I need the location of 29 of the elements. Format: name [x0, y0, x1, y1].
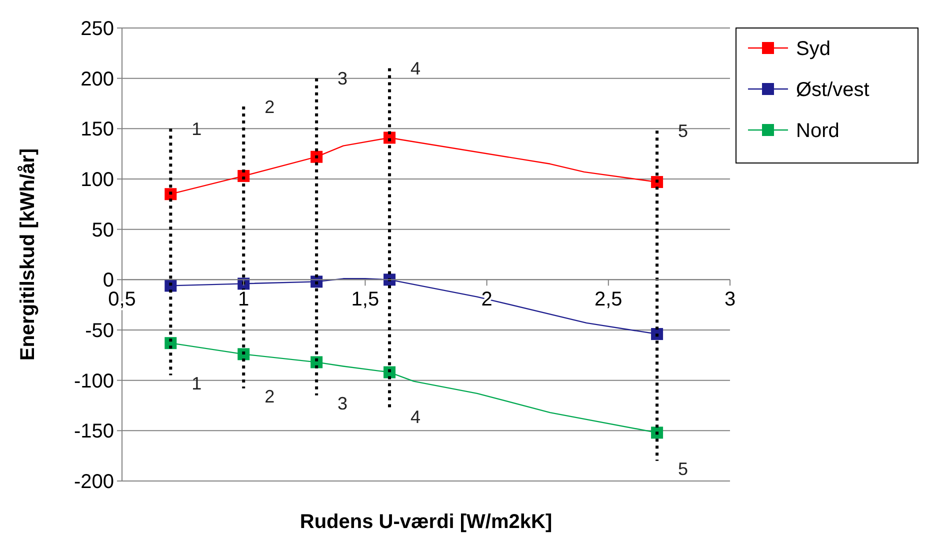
x-axis-title: Rudens U-værdi [W/m2kK]	[300, 511, 552, 533]
y-tick-label: 100	[80, 169, 114, 191]
point	[651, 176, 664, 188]
point	[238, 348, 250, 360]
point	[310, 150, 323, 163]
y-tick-label: 250	[80, 18, 114, 40]
point	[651, 426, 664, 439]
y-tick-label: 150	[80, 118, 114, 141]
y-tick-label: 200	[80, 68, 114, 90]
x-tick-label: 2,5	[594, 288, 622, 311]
x-tick-label: 3	[724, 288, 736, 311]
point	[164, 188, 177, 200]
y-tick-label: -50	[85, 320, 114, 342]
y-tick-label: -150	[74, 420, 114, 443]
y-axis-title: Energitilskud [kWh/år]	[17, 148, 39, 361]
legend-label: Nord	[796, 120, 840, 142]
point	[651, 328, 664, 340]
annotation: 4	[410, 58, 421, 79]
y-tick-label: 50	[92, 219, 114, 242]
annotation: 2	[264, 386, 275, 407]
annotation: 5	[678, 459, 688, 480]
annotation: 3	[338, 394, 348, 414]
y-tick-label: -100	[74, 370, 114, 392]
annotation: 4	[410, 406, 421, 427]
legend-label: Syd	[796, 38, 830, 60]
x-tick-label: 1,5	[351, 288, 380, 311]
legend-label: Øst/vest	[796, 79, 870, 101]
annotation: 2	[264, 96, 275, 117]
y-tick-label: -200	[74, 471, 114, 493]
